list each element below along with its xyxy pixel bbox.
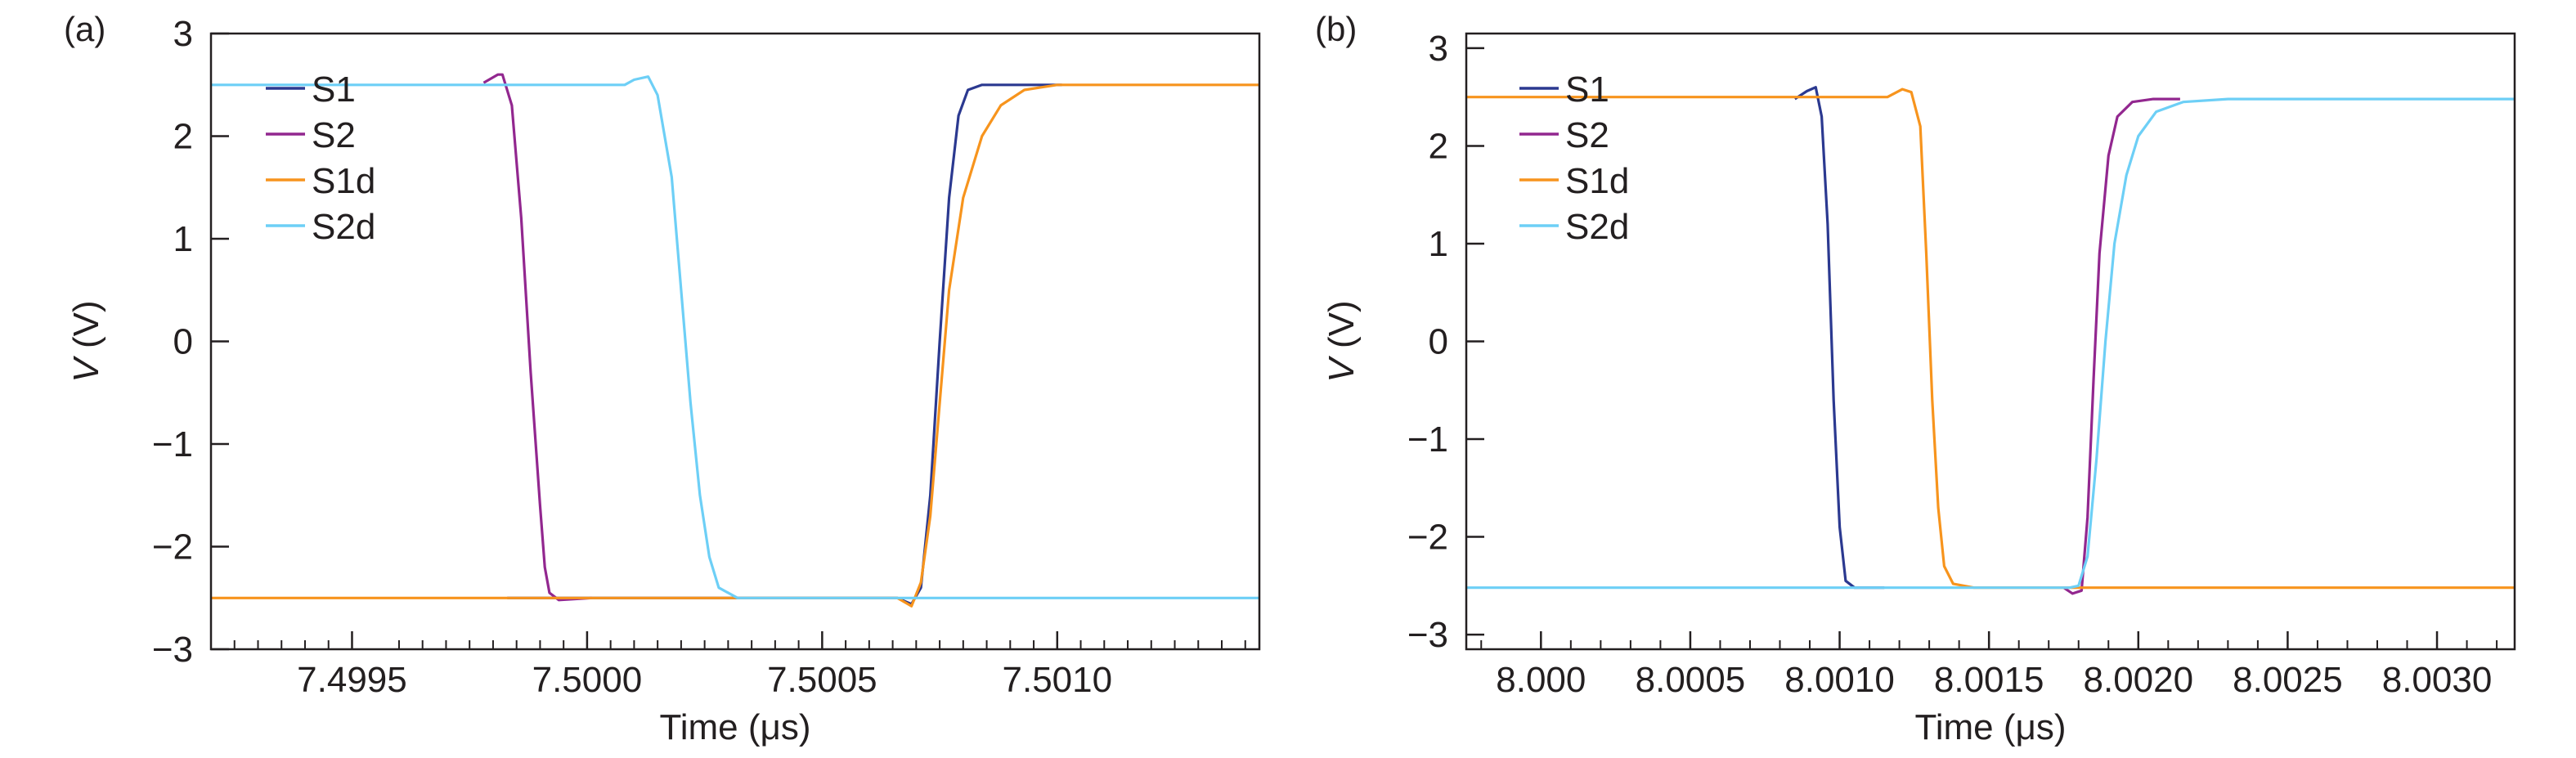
series-line-s2d [1466,97,2515,590]
legend-label: S1 [312,70,356,110]
panel-label: (b) [1315,10,1357,48]
y-tick-label: −3 [1407,615,1448,655]
x-tick-label: 8.0020 [2084,660,2194,700]
legend-label: S1d [312,161,375,201]
y-axis-label: V (V) [1322,300,1362,382]
y-tick-label: −2 [1407,518,1448,558]
legend-label: S1d [1565,161,1629,201]
axis-ticks [1466,47,2498,649]
x-tick-label: 7.5005 [767,660,877,700]
y-tick-label: 2 [173,117,193,157]
series-line-s2 [482,73,592,602]
series-line-s2d [211,75,1259,599]
y-axis-label-var: V [66,356,106,383]
x-tick-label: 7.5010 [1003,660,1113,700]
y-tick-label: 1 [173,219,193,259]
y-axis-label-unit: (V) [66,300,106,358]
y-tick-label: −2 [152,527,193,567]
y-tick-label: 3 [173,14,193,54]
x-axis-label: Time (μs) [659,707,810,747]
x-tick-label: 8.0025 [2233,660,2343,700]
series-lines [1466,86,2515,595]
series-line-s1d [211,83,1259,608]
y-tick-label: 3 [1429,29,1448,69]
y-tick-label: 0 [173,322,193,362]
x-tick-label: 8.0030 [2382,660,2493,700]
y-tick-label: 1 [1429,224,1448,264]
y-axis-label-var: V [1322,356,1362,383]
legend-label: S2 [1565,115,1609,155]
x-tick-label: 8.0015 [1934,660,2044,700]
legend-label: S2d [312,207,375,247]
x-tick-label: 7.5000 [532,660,643,700]
legend-label: S2 [312,115,356,155]
series-line-s1 [507,83,1062,606]
legend: S1 S2 S1d S2d [1519,70,1629,247]
legend: S1 S2 S1d S2d [266,70,375,247]
tick-labels: 7.4995 7.5000 7.5005 7.5010 −3 −2 −1 0 1 2 3 [152,14,1112,700]
y-axis-label-unit: (V) [1322,300,1362,358]
tick-labels: 8.000 8.0005 8.0010 8.0015 8.0020 8.0025 8.003… [1407,29,2492,700]
x-tick-label: 7.4995 [297,660,407,700]
legend-label: S1 [1565,70,1609,110]
y-tick-label: 0 [1429,322,1448,362]
panel-a: (a) 7.4995 7.5000 7.5005 7.5010 −3 −2 −1 0 1 2 3 S… [64,10,1261,747]
series-line-s1d [1466,87,2515,590]
y-axis-label: V (V) [66,300,106,382]
y-tick-label: −1 [152,424,193,464]
y-tick-label: −3 [152,630,193,670]
y-tick-label: 2 [1429,126,1448,166]
panel-label: (a) [64,10,105,48]
y-tick-label: −1 [1407,419,1448,460]
axis-ticks [211,32,1246,651]
panel-b: (b) 8.000 8.0005 8.0010 8.0015 8.0020 8.0025 8… [1315,10,2516,747]
series-lines [211,73,1259,608]
axes-frame [209,32,1261,651]
legend-label: S2d [1565,207,1629,247]
series-line-s2 [2062,97,2180,595]
x-tick-label: 8.0005 [1636,660,1746,700]
x-axis-label: Time (μs) [1914,707,2066,747]
axes-frame [1465,32,2516,651]
x-tick-label: 8.0010 [1784,660,1895,700]
x-tick-label: 8.000 [1496,660,1586,700]
series-line-s1 [1793,86,1885,590]
